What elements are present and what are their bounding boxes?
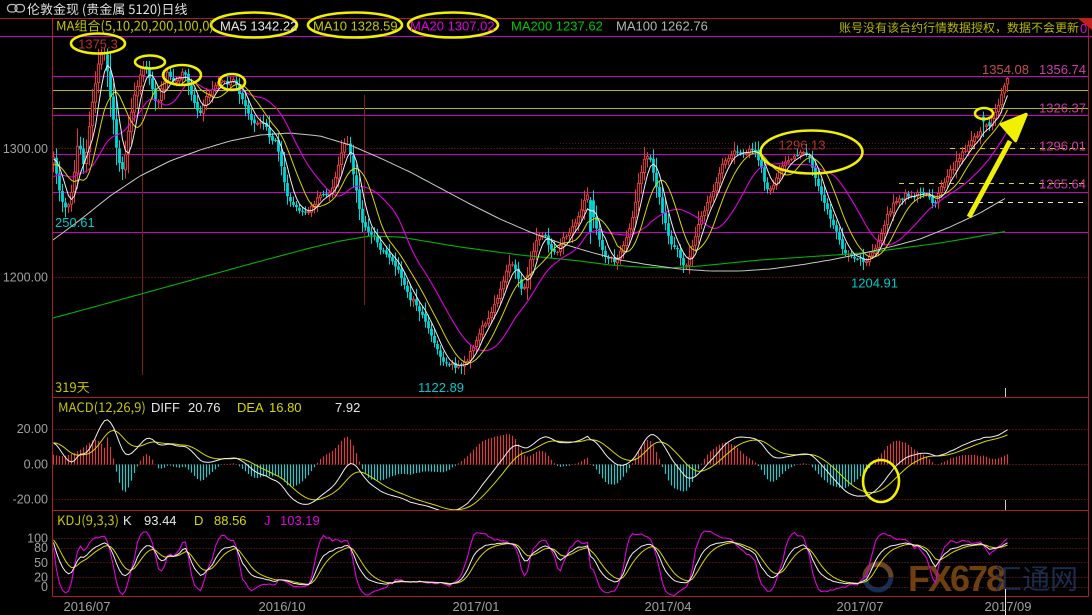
svg-text:16.80: 16.80 — [269, 400, 302, 415]
svg-text:MA100 1262.76: MA100 1262.76 — [616, 19, 708, 34]
svg-text:2017/01: 2017/01 — [453, 599, 500, 614]
svg-text:D: D — [194, 513, 203, 528]
svg-text:0.00: 0.00 — [24, 458, 48, 472]
svg-text:1265.64: 1265.64 — [1039, 177, 1086, 192]
svg-text:1354.08: 1354.08 — [982, 62, 1029, 77]
svg-text:0: 0 — [41, 580, 48, 594]
svg-text:0: 0 — [1080, 21, 1087, 36]
svg-text:88.56: 88.56 — [214, 513, 247, 528]
svg-text:MA5 1342.22: MA5 1342.22 — [220, 19, 297, 34]
svg-text:DIFF: DIFF — [151, 400, 180, 415]
svg-text:80: 80 — [34, 541, 48, 555]
svg-text:1296.01: 1296.01 — [1039, 139, 1086, 154]
svg-text:93.44: 93.44 — [144, 513, 177, 528]
svg-text:MA10 1328.59: MA10 1328.59 — [313, 19, 398, 34]
svg-text:1296.13: 1296.13 — [779, 138, 826, 153]
svg-text:DEA: DEA — [237, 400, 264, 415]
svg-text:FX678: FX678 — [908, 558, 1005, 599]
svg-text:100: 100 — [27, 531, 48, 545]
svg-text:K: K — [123, 513, 132, 528]
svg-text:J: J — [264, 513, 271, 528]
svg-text:250.61: 250.61 — [55, 215, 95, 230]
svg-text:1200.00: 1200.00 — [3, 271, 48, 285]
svg-text:1326.37: 1326.37 — [1039, 101, 1086, 116]
svg-text:-20.00: -20.00 — [13, 493, 48, 507]
svg-text:MA20 1307.02: MA20 1307.02 — [410, 19, 495, 34]
svg-text:2016/07: 2016/07 — [64, 599, 111, 614]
svg-text:2017/07: 2017/07 — [837, 599, 884, 614]
svg-text:MA200 1237.62: MA200 1237.62 — [511, 19, 603, 34]
svg-text:2017/09: 2017/09 — [985, 599, 1032, 614]
svg-text:20: 20 — [34, 570, 48, 584]
svg-text:2016/10: 2016/10 — [259, 599, 306, 614]
svg-text:7.92: 7.92 — [335, 400, 360, 415]
svg-text:1300.00: 1300.00 — [3, 142, 48, 156]
svg-text:20.76: 20.76 — [188, 400, 221, 415]
svg-text:1356.74: 1356.74 — [1039, 62, 1086, 77]
svg-text:20.00: 20.00 — [17, 422, 48, 436]
svg-text:103.19: 103.19 — [280, 513, 320, 528]
svg-text:1204.91: 1204.91 — [851, 276, 898, 291]
svg-text:50: 50 — [34, 556, 48, 570]
svg-text:1375.3: 1375.3 — [78, 37, 118, 52]
svg-text:2017/04: 2017/04 — [645, 599, 692, 614]
svg-text:1122.89: 1122.89 — [418, 380, 464, 395]
